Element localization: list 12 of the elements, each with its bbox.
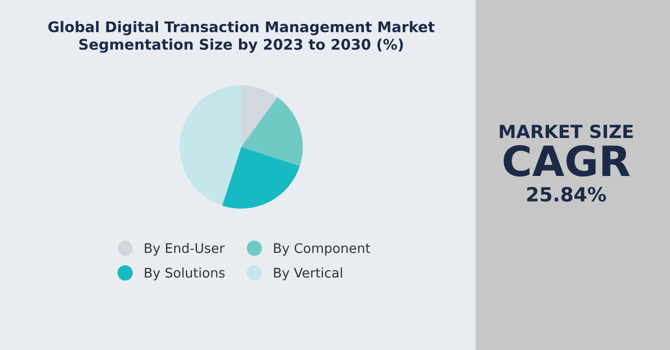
text: MARKET SIZE — [500, 124, 633, 138]
chart-title: Global Digital Transaction Management Market Segmentation Size by 2023 to 2030 (%) — [48, 21, 435, 53]
legend-label: By Vertical — [274, 268, 342, 280]
pie-slice — [241, 97, 303, 166]
pie-slice — [222, 147, 300, 209]
legend-label: By Solutions — [144, 268, 225, 280]
text: CAGR — [504, 145, 630, 177]
pie-slice — [241, 85, 278, 147]
legend-label: By End-User — [144, 242, 225, 256]
pie-slice — [180, 85, 242, 206]
legend-label: By Component — [274, 243, 370, 256]
text: 25.84% — [527, 186, 606, 202]
